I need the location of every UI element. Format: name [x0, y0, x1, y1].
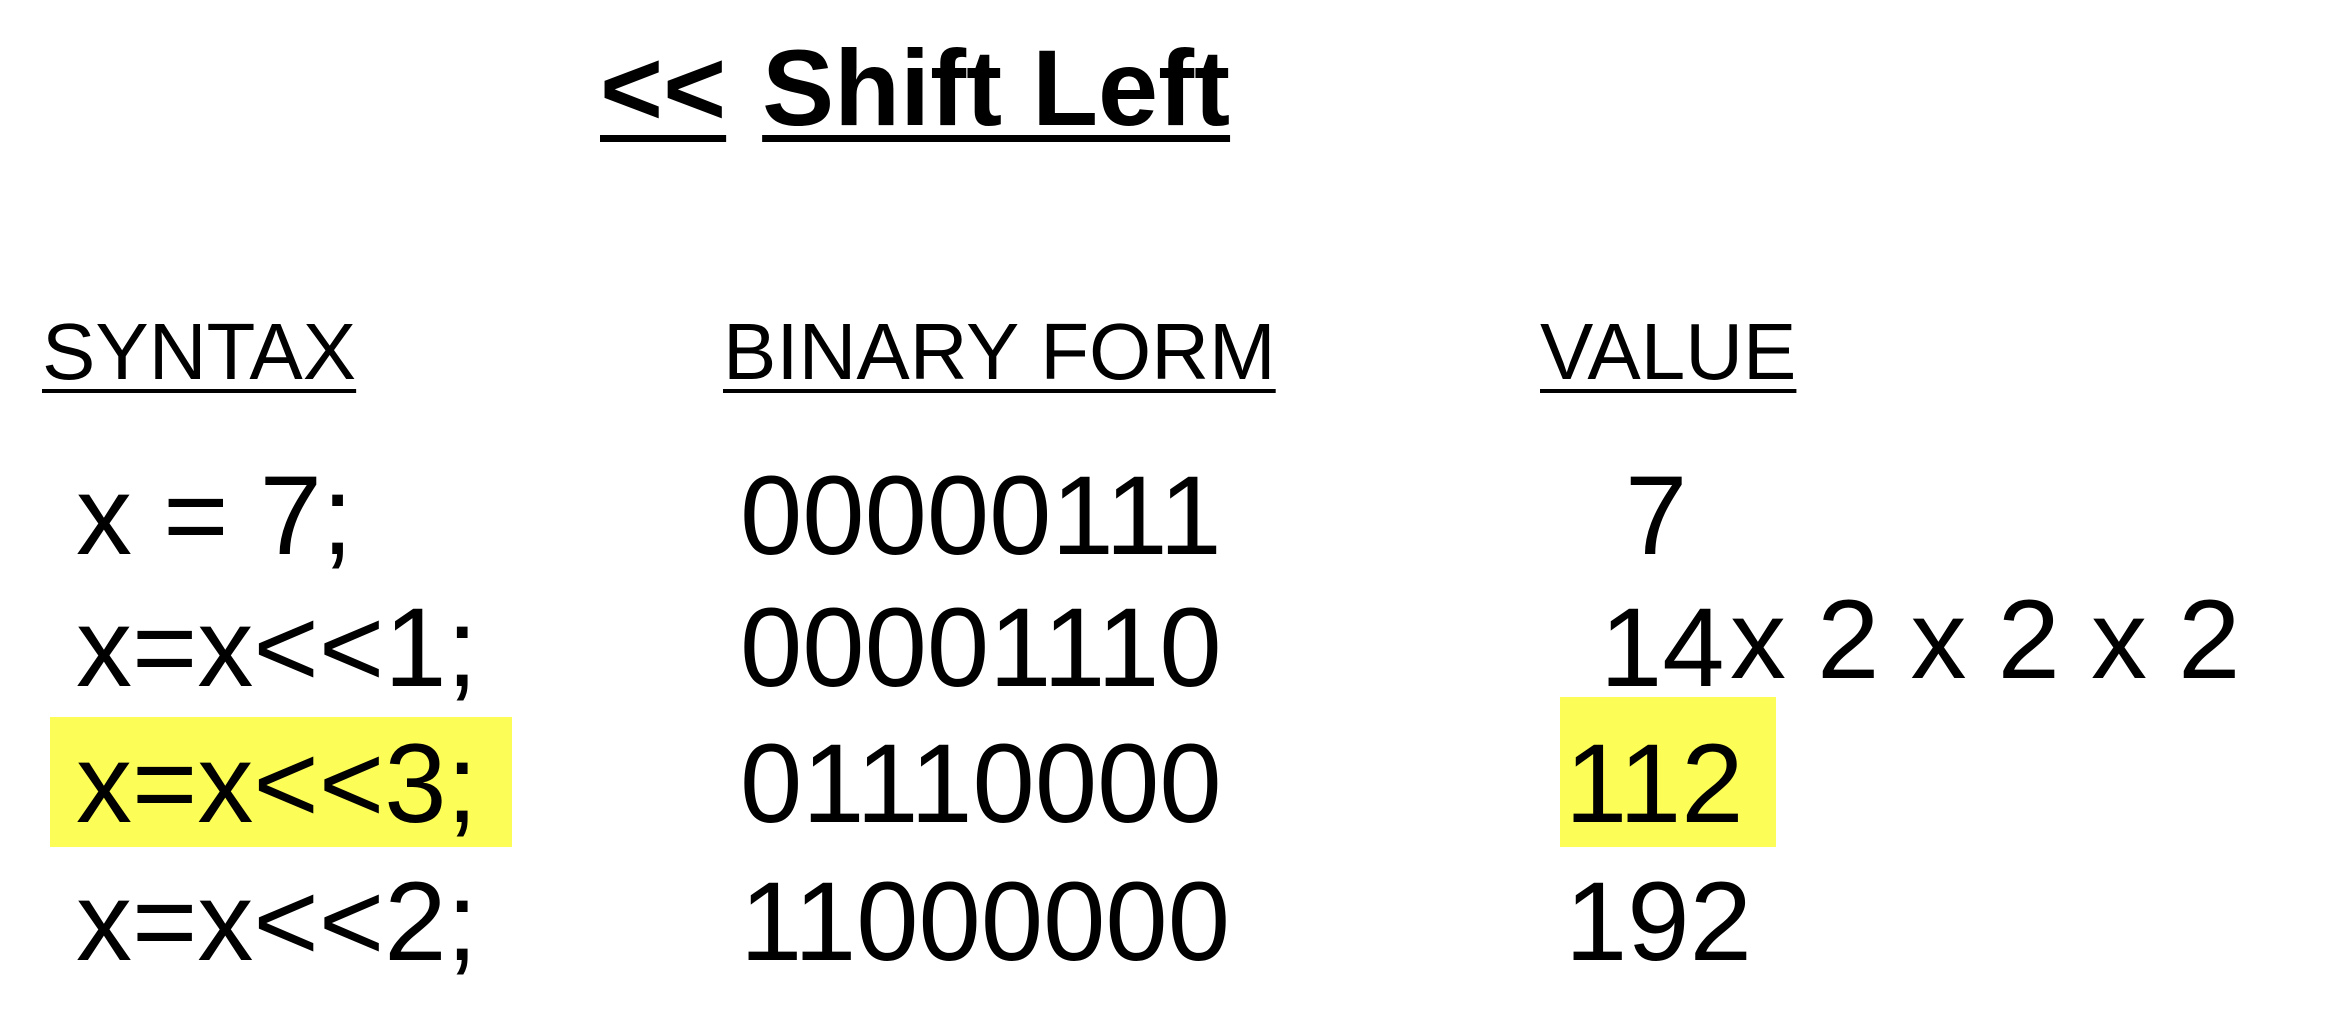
- value-highlight: [1560, 697, 1776, 847]
- row-4-syntax: x=x<<2;: [76, 859, 478, 984]
- row-1-syntax: x = 7;: [76, 453, 354, 578]
- title-text: Shift Left: [762, 27, 1231, 148]
- row-2-binary: 00001110: [740, 585, 1222, 710]
- row-3-value: 112: [1565, 721, 1744, 846]
- row-3-syntax: x=x<<3;: [76, 721, 478, 846]
- shift-operator: <<: [600, 27, 727, 148]
- row-1-binary: 00000111: [740, 453, 1222, 578]
- row-2-value: 14: [1600, 585, 1725, 710]
- header-syntax: SYNTAX: [42, 307, 357, 396]
- row-4-value: 192: [1565, 859, 1752, 984]
- syntax-highlight: [50, 717, 512, 847]
- row-1-value: 7: [1625, 453, 1688, 578]
- row-2-syntax: x=x<<1;: [76, 585, 478, 710]
- row-3-binary: 01110000: [740, 721, 1222, 846]
- row-4-binary: 11000000: [740, 859, 1230, 984]
- header-value: VALUE: [1540, 307, 1797, 396]
- header-binary-form: BINARY FORM: [723, 307, 1276, 396]
- multiplication-annotation: x 2 x 2 x 2: [1730, 577, 2241, 702]
- page-title: << Shift Left: [600, 34, 1230, 142]
